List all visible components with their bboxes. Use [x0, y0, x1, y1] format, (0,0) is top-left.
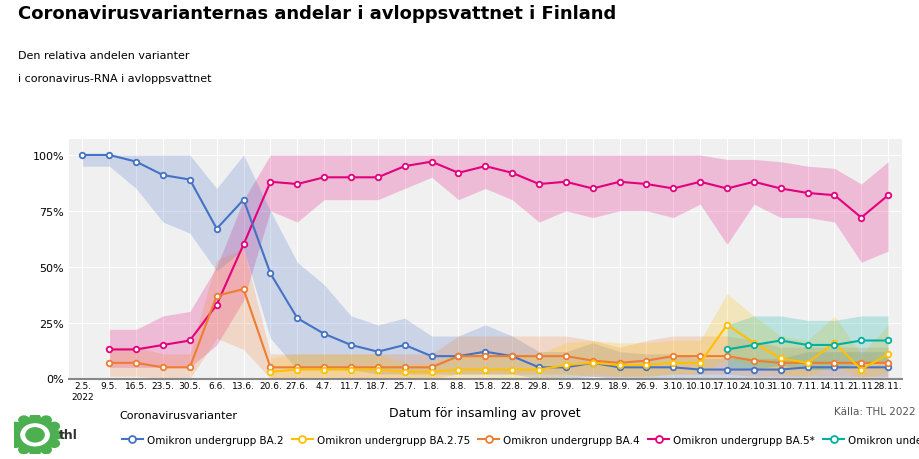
Circle shape [30, 414, 40, 422]
Text: Källa: THL 2022: Källa: THL 2022 [833, 406, 914, 416]
X-axis label: Datum för insamling av provet: Datum för insamling av provet [389, 406, 581, 420]
Circle shape [41, 446, 51, 453]
Circle shape [19, 416, 29, 424]
Circle shape [52, 431, 62, 439]
Circle shape [50, 422, 60, 430]
Text: Coronavirusvarianter: Coronavirusvarianter [119, 410, 237, 420]
Text: thl: thl [60, 428, 78, 442]
Legend: Omikron undergrupp BA.2, Omikron undergrupp BA.2.75, Omikron undergrupp BA.4, Om: Omikron undergrupp BA.2, Omikron undergr… [118, 431, 919, 449]
Circle shape [50, 440, 60, 448]
Circle shape [13, 418, 57, 452]
Circle shape [41, 416, 51, 424]
Circle shape [11, 422, 21, 430]
Circle shape [30, 448, 40, 456]
Circle shape [18, 446, 28, 453]
Circle shape [21, 424, 50, 446]
Circle shape [7, 431, 17, 439]
Text: i coronavirus-RNA i avloppsvattnet: i coronavirus-RNA i avloppsvattnet [18, 73, 211, 84]
Text: Den relativa andelen varianter: Den relativa andelen varianter [18, 50, 189, 61]
Text: Coronavirusvarianternas andelar i avloppsvattnet i Finland: Coronavirusvarianternas andelar i avlopp… [18, 5, 616, 22]
Circle shape [26, 428, 44, 442]
Circle shape [11, 440, 21, 448]
